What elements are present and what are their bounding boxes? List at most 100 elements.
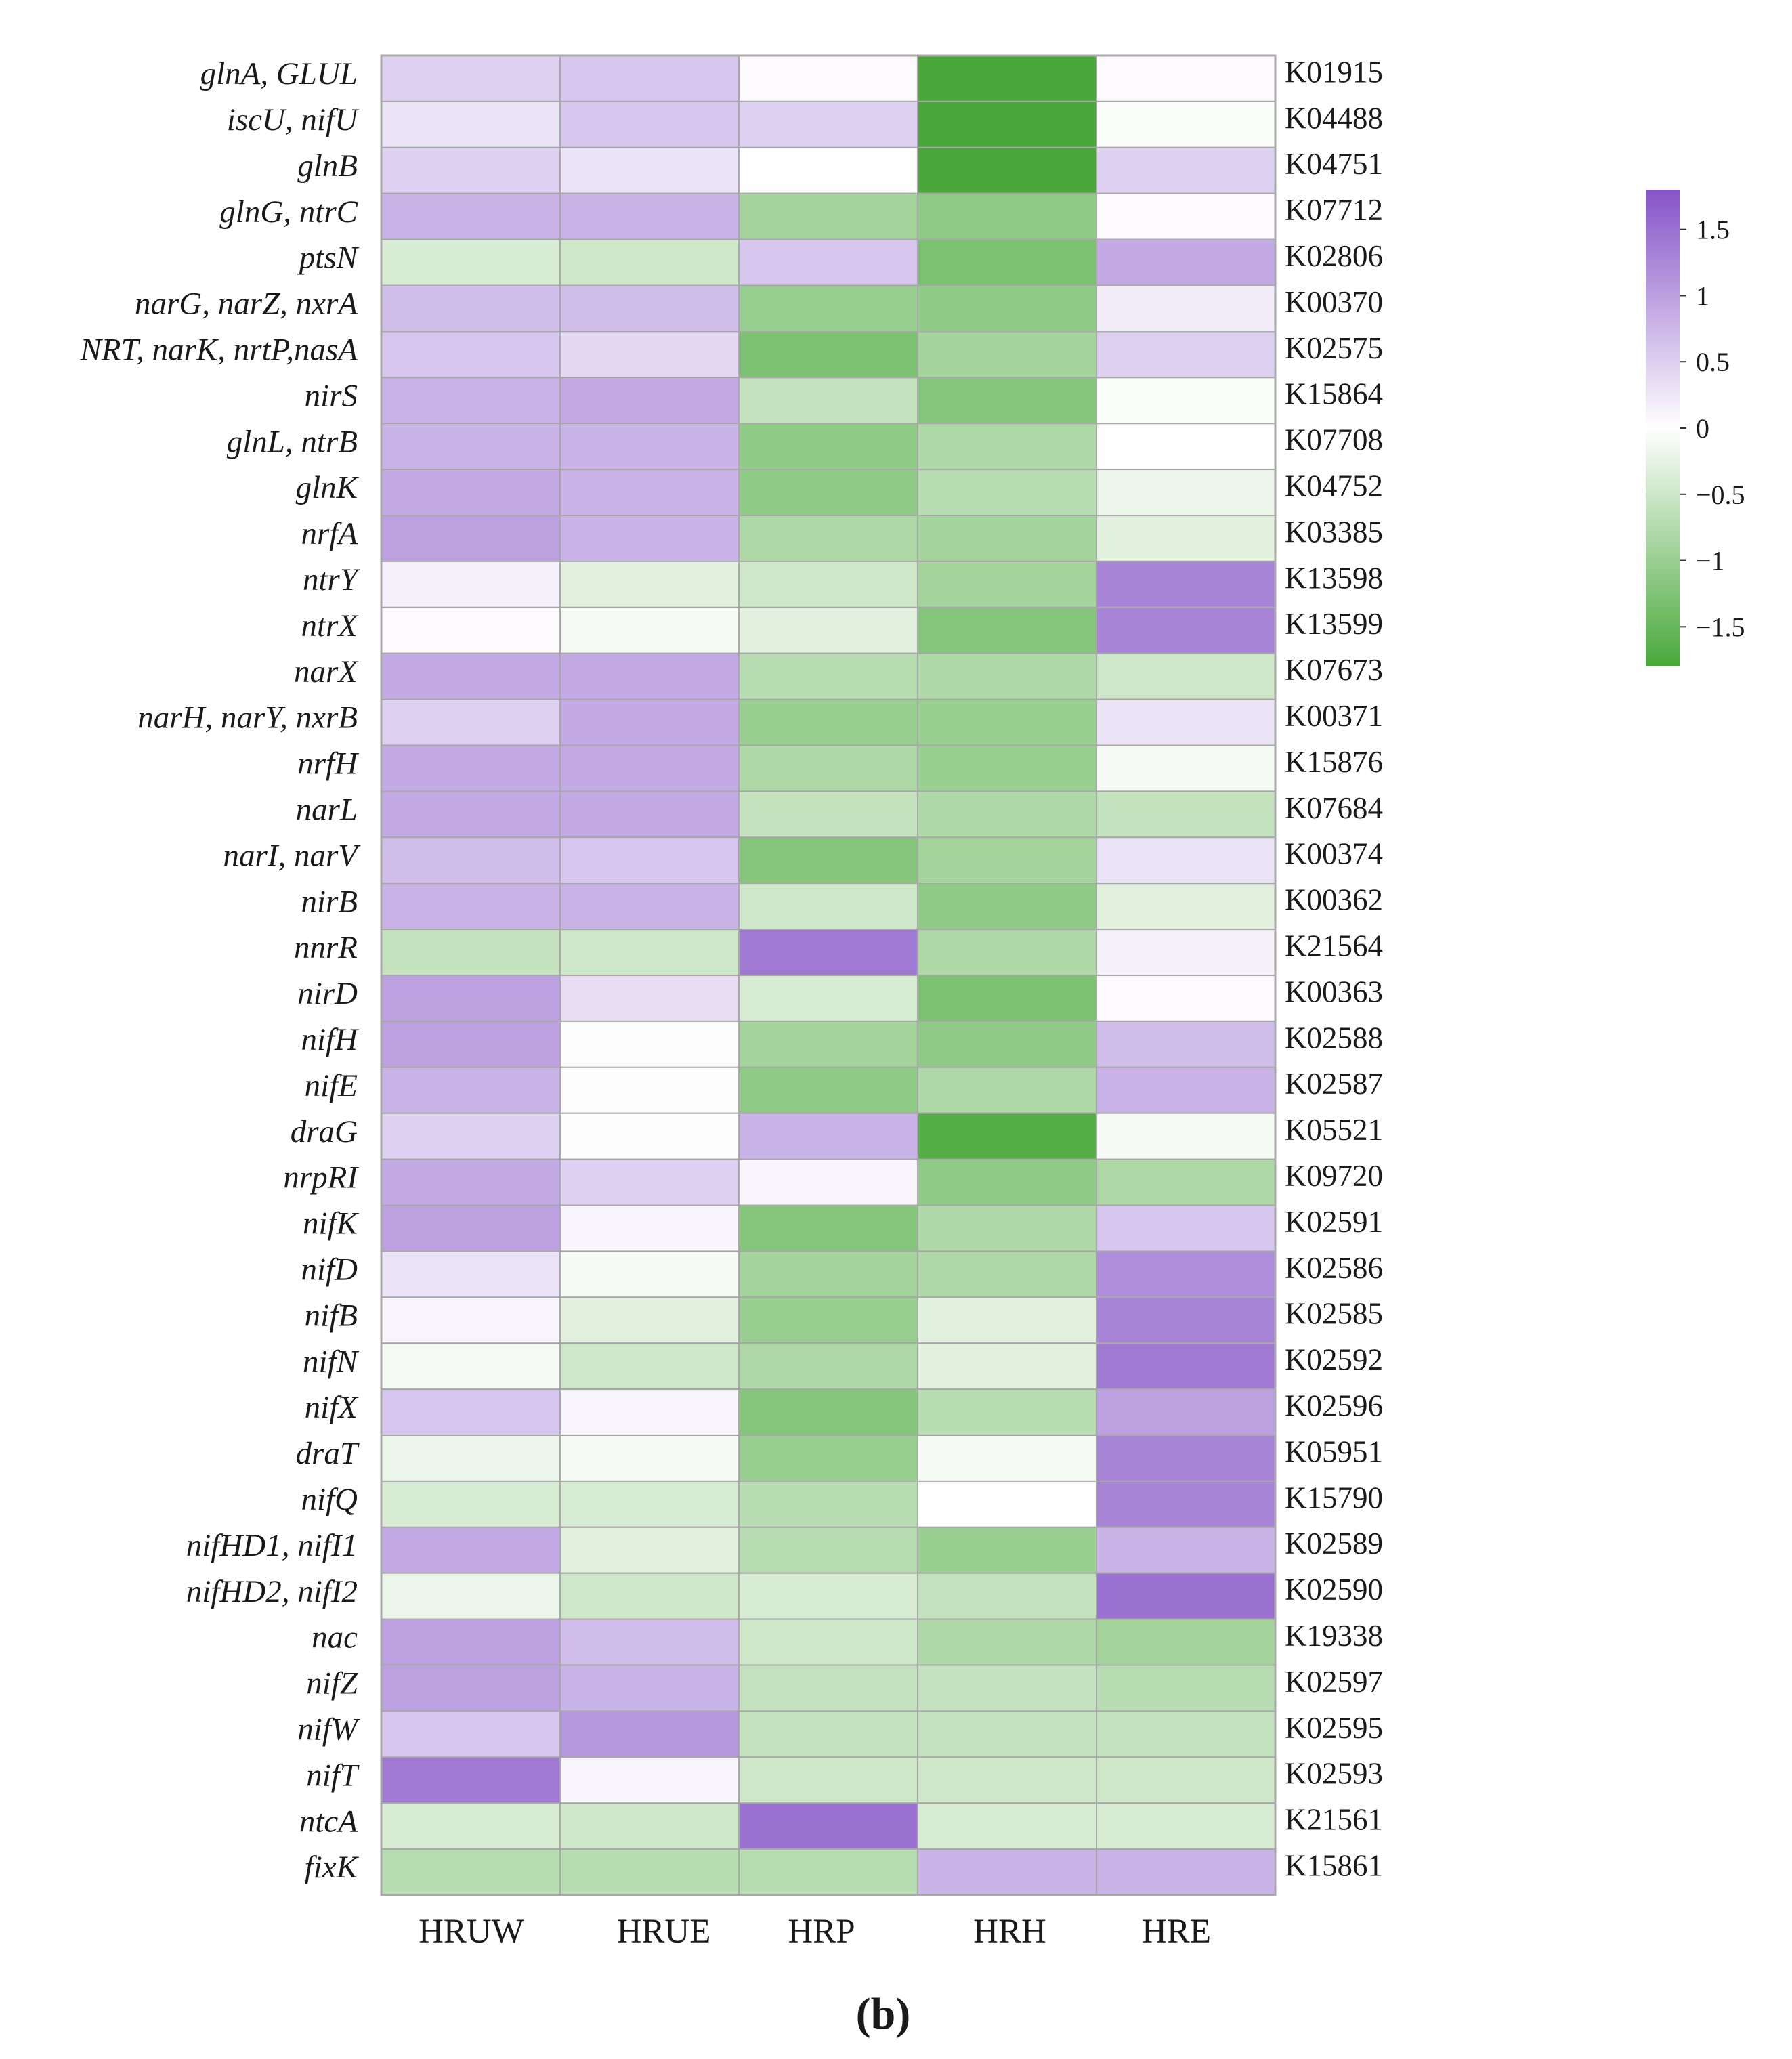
- heatmap-cell: [917, 146, 1097, 194]
- heatmap-cell: [917, 1388, 1097, 1437]
- heatmap-cell: [381, 929, 561, 976]
- row-ko-label: K04752: [1285, 469, 1383, 503]
- row-gene-label: nirB: [301, 884, 358, 919]
- heatmap-cell: [381, 284, 561, 333]
- row-gene-label: nifX: [305, 1390, 360, 1425]
- heatmap-cell: [1096, 377, 1276, 425]
- heatmap-cell: [917, 469, 1097, 516]
- heatmap-cell: [559, 1435, 740, 1482]
- heatmap-cell: [559, 1572, 740, 1620]
- row-ko-label: K02596: [1285, 1388, 1383, 1422]
- heatmap-cell: [917, 929, 1097, 976]
- heatmap-cell: [559, 1480, 740, 1528]
- row-ko-label: K15876: [1285, 745, 1383, 779]
- row-gene-label: narI, narV: [223, 838, 362, 873]
- heatmap-cell: [559, 929, 740, 976]
- row-ko-label: K02575: [1285, 331, 1383, 365]
- heatmap-cell: [738, 238, 918, 286]
- heatmap-cell: [1096, 1710, 1276, 1758]
- heatmap-cell: [559, 238, 740, 286]
- heatmap-frame: [380, 54, 1277, 1896]
- row-gene-label: nifN: [303, 1344, 360, 1379]
- heatmap-cell: [738, 1250, 918, 1298]
- heatmap-cell: [917, 1066, 1097, 1114]
- heatmap-cell: [381, 1020, 561, 1068]
- heatmap-cell: [381, 652, 561, 700]
- heatmap-cell: [381, 377, 561, 425]
- heatmap-cell: [917, 1112, 1097, 1160]
- row-ko-label: K04488: [1285, 101, 1383, 135]
- heatmap-cell: [559, 652, 740, 700]
- heatmap-cell: [738, 1342, 918, 1391]
- heatmap-cell: [559, 1020, 740, 1068]
- row-ko-label: K02806: [1285, 239, 1383, 273]
- heatmap-cell: [381, 1618, 561, 1666]
- heatmap-cell: [917, 606, 1097, 654]
- heatmap-cell: [559, 975, 740, 1022]
- heatmap-cell: [738, 652, 918, 700]
- heatmap-cell: [1096, 883, 1276, 931]
- legend-tick-label: 1: [1696, 280, 1709, 311]
- heatmap-cell: [917, 1710, 1097, 1758]
- heatmap-cell: [917, 1020, 1097, 1068]
- heatmap-cell: [381, 836, 561, 885]
- row-gene-label: nifW: [297, 1712, 360, 1747]
- color-legend-bar: [1646, 190, 1680, 666]
- heatmap-cell: [559, 790, 740, 839]
- heatmap-cell: [738, 1572, 918, 1620]
- heatmap-cell: [381, 192, 561, 240]
- row-ko-label: K05951: [1285, 1435, 1383, 1468]
- heatmap-cell: [1096, 560, 1276, 608]
- row-gene-label: nifHD1, nifI1: [186, 1528, 358, 1563]
- heatmap-cell: [738, 1756, 918, 1804]
- heatmap-cell: [738, 1158, 918, 1206]
- heatmap-cell: [559, 1388, 740, 1437]
- row-ko-label: K15790: [1285, 1481, 1383, 1514]
- row-ko-label: K07673: [1285, 653, 1383, 687]
- heatmap-cell: [381, 423, 561, 471]
- column-label: HRP: [788, 1913, 855, 1951]
- heatmap-cell: [917, 560, 1097, 608]
- heatmap-cell: [738, 1802, 918, 1850]
- heatmap-cell: [381, 1204, 561, 1252]
- heatmap-cell: [381, 1435, 561, 1482]
- heatmap-cell: [738, 836, 918, 885]
- row-ko-label: K04751: [1285, 147, 1383, 181]
- heatmap-cell: [559, 1342, 740, 1391]
- heatmap-cell: [738, 192, 918, 240]
- heatmap-cell: [1096, 1526, 1276, 1574]
- heatmap-cell: [1096, 331, 1276, 379]
- row-gene-label: nifZ: [306, 1666, 358, 1701]
- heatmap-cell: [381, 975, 561, 1022]
- row-gene-label: nifB: [305, 1298, 358, 1333]
- heatmap-cell: [1096, 1802, 1276, 1850]
- row-gene-label: ntrY: [303, 562, 361, 597]
- heatmap-cell: [738, 1710, 918, 1758]
- heatmap-cell: [1096, 1158, 1276, 1206]
- heatmap-cell: [559, 331, 740, 379]
- heatmap-cell: [1096, 929, 1276, 976]
- heatmap-cell: [559, 515, 740, 562]
- row-gene-label: narH, narY, nxrB: [137, 700, 358, 736]
- row-ko-label: K13599: [1285, 607, 1383, 641]
- row-gene-label: iscU, nifU: [227, 102, 360, 137]
- heatmap-cell: [559, 192, 740, 240]
- row-gene-label: narL: [296, 792, 358, 827]
- heatmap-cell: [559, 560, 740, 608]
- heatmap-cell: [1096, 55, 1276, 102]
- row-gene-label: ptsN: [297, 240, 360, 276]
- heatmap-cell: [917, 1618, 1097, 1666]
- heatmap-cell: [559, 1250, 740, 1298]
- row-gene-label: ntcA: [299, 1804, 358, 1839]
- heatmap-cell: [381, 238, 561, 286]
- heatmap-cell: [917, 238, 1097, 286]
- heatmap-cell: [559, 1756, 740, 1804]
- row-gene-label: glnL, ntrB: [227, 424, 358, 459]
- row-gene-label: nifHD2, nifI2: [186, 1574, 358, 1609]
- heatmap-cell: [917, 331, 1097, 379]
- heatmap-cell: [381, 331, 561, 379]
- heatmap-cell: [559, 1158, 740, 1206]
- row-ko-label: K00374: [1285, 837, 1383, 871]
- heatmap-cell: [738, 1112, 918, 1160]
